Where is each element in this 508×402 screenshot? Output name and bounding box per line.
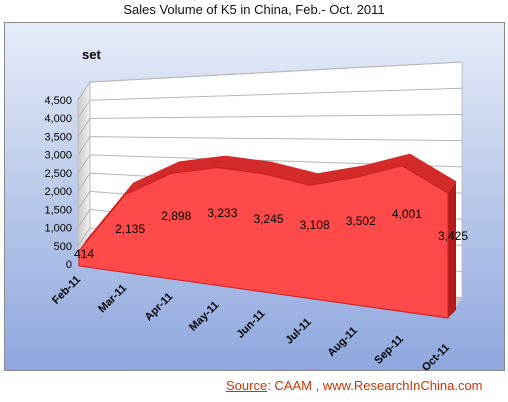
area-side-face <box>448 181 456 318</box>
gridline-side <box>77 154 91 174</box>
area-front-face <box>78 165 449 319</box>
y-tick-label: 1,500 <box>44 204 72 216</box>
data-point <box>216 167 218 169</box>
gridline-side <box>77 172 91 192</box>
data-label: 3,502 <box>346 214 376 228</box>
data-label: 414 <box>74 247 94 261</box>
gridline-side <box>77 118 91 137</box>
data-point <box>401 165 403 167</box>
y-tick-label: 3,500 <box>44 131 72 143</box>
y-tick-label: 1,000 <box>44 223 72 235</box>
area-top-face <box>79 153 456 251</box>
gridline <box>89 136 463 142</box>
y-tick-label: 2,000 <box>44 186 72 198</box>
y-tick-label: 4,000 <box>44 113 72 125</box>
data-point <box>447 192 449 194</box>
y-tick-label: 3,000 <box>44 150 72 162</box>
gridline-side <box>77 81 91 101</box>
data-point <box>170 172 172 174</box>
data-point <box>124 194 126 196</box>
gridline-side <box>77 227 91 247</box>
y-tick-label: 4,500 <box>44 95 72 107</box>
gridline <box>89 61 463 83</box>
source-note: Source: CAAM , www.ResearchInChina.com <box>226 378 483 393</box>
data-label: 3,233 <box>207 206 237 220</box>
data-labels: 414 2,135 2,898 3,233 3,245 3,108 3,502 4,001 3,… <box>74 206 468 261</box>
source-label: Source <box>226 378 268 393</box>
data-point <box>355 176 357 178</box>
y-tick-label: 2,500 <box>44 168 72 180</box>
y-tick-label: 500 <box>54 241 72 253</box>
data-label: 3,108 <box>300 218 330 232</box>
series-area <box>78 153 456 319</box>
gridline <box>89 113 463 119</box>
data-label: 3,245 <box>253 212 283 226</box>
gridline-side <box>77 191 91 210</box>
data-label: 2,135 <box>115 222 145 236</box>
data-label: 3,425 <box>438 229 468 243</box>
gridline-side <box>77 136 91 155</box>
gridline-side <box>77 99 91 119</box>
y-tick-label: 0 <box>66 259 72 271</box>
plot-area <box>4 22 505 371</box>
y-axis-ticks: 0 500 1,000 1,500 2,000 2,500 3,000 3,500 4,000 4… <box>44 95 72 271</box>
chart-title: Sales Volume of K5 in China, Feb.- Oct. … <box>123 2 385 17</box>
y-axis-label: set <box>82 47 101 62</box>
data-point <box>78 250 80 252</box>
data-label: 2,898 <box>161 209 191 223</box>
gridline-side <box>77 209 91 228</box>
data-point <box>309 184 311 186</box>
source-text: : CAAM , www.ResearchInChina.com <box>267 378 483 393</box>
data-label: 4,001 <box>392 207 422 221</box>
data-point <box>263 173 264 175</box>
gridline <box>89 87 463 101</box>
